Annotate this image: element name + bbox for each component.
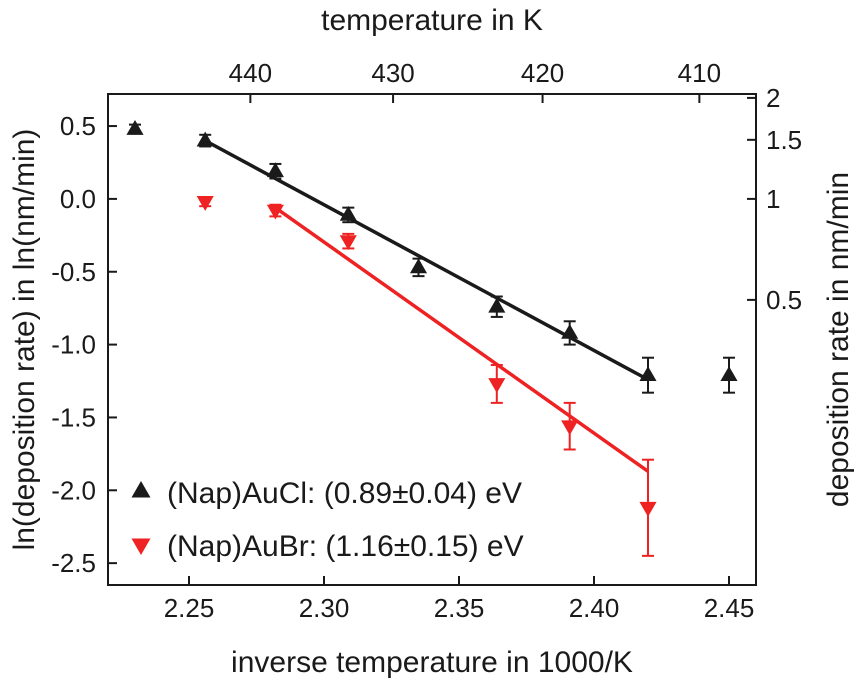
- fit-line-0: [204, 139, 649, 382]
- right-tick-label: 1.5: [766, 125, 802, 155]
- x-tick-label: 2.30: [299, 593, 350, 623]
- data-point: [488, 378, 506, 393]
- data-point: [339, 205, 357, 221]
- data-point: [266, 204, 284, 220]
- data-point: [488, 297, 506, 313]
- fit-lines: [204, 139, 650, 473]
- data-point: [266, 162, 284, 178]
- legend-label-auCl: (Nap)AuCl: (0.89±0.04) eV: [167, 477, 522, 510]
- data-point: [561, 323, 579, 339]
- top-tick-label: 410: [678, 58, 721, 88]
- legend-label-auBr: (Nap)AuBr: (1.16±0.15) eV: [167, 530, 524, 563]
- legend-marker-auCl: [131, 481, 151, 498]
- y-tick-label: 0.0: [60, 184, 96, 214]
- top-axis-title: temperature in K: [321, 4, 543, 37]
- right-axis-title: deposition rate in nm/min: [822, 172, 855, 507]
- axis-ticks: 2.25 2.30 2.35 2.40 2.45 0.5 0.0 -0.5 -1.0 -1.5 -2…: [51, 58, 802, 623]
- y-axis-title: ln(deposition rate) in ln(nm/min): [8, 129, 41, 551]
- y-tick-label: 0.5: [60, 111, 96, 141]
- data-point: [196, 195, 214, 211]
- y-tick-label: -1.0: [51, 330, 96, 360]
- data-point: [639, 366, 657, 382]
- top-tick-label: 440: [229, 58, 272, 88]
- right-tick-label: 1: [766, 184, 780, 214]
- legend-marker-auBr: [131, 538, 151, 555]
- data-point: [196, 131, 214, 147]
- top-tick-label: 420: [521, 58, 564, 88]
- data-point: [639, 501, 657, 517]
- top-tick-label: 430: [371, 58, 414, 88]
- y-tick-label: -0.5: [51, 257, 96, 287]
- right-tick-label: 0.5: [766, 285, 802, 315]
- data-point: [561, 420, 579, 436]
- x-tick-label: 2.40: [569, 593, 620, 623]
- plot-frame: [107, 93, 757, 586]
- right-tick-label: 2: [766, 83, 780, 113]
- y-tick-label: -1.5: [51, 402, 96, 432]
- data-point: [339, 235, 357, 251]
- data-point: [409, 258, 428, 274]
- fit-line-1: [274, 206, 650, 473]
- data-point: [720, 366, 738, 382]
- x-tick-label: 2.45: [704, 593, 755, 623]
- x-tick-label: 2.35: [434, 593, 485, 623]
- data-markers: [126, 119, 738, 557]
- y-tick-label: -2.0: [51, 475, 96, 505]
- data-point: [126, 119, 144, 135]
- y-tick-label: -2.5: [51, 548, 96, 578]
- x-tick-label: 2.25: [164, 593, 215, 623]
- x-axis-title: inverse temperature in 1000/K: [231, 646, 633, 679]
- legend: (Nap)AuCl: (0.89±0.04) eV (Nap)AuBr: (1.…: [131, 477, 524, 563]
